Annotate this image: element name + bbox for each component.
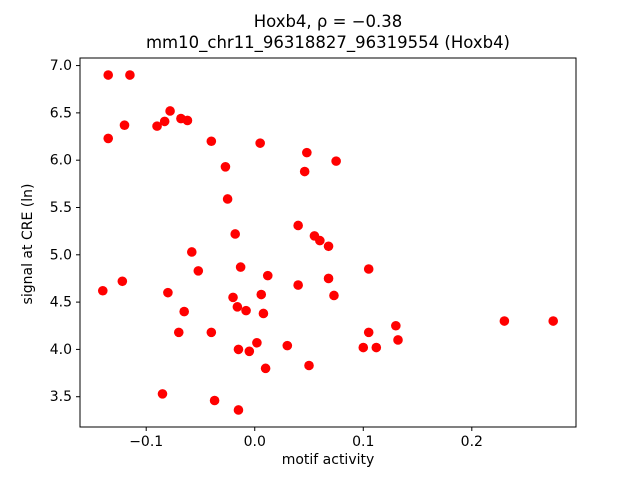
data-point	[331, 156, 341, 166]
data-point	[282, 340, 293, 351]
data-point	[358, 342, 369, 353]
data-point	[125, 70, 135, 80]
data-point	[548, 316, 559, 326]
data-point	[103, 70, 114, 80]
data-point	[262, 270, 273, 281]
data-point	[393, 335, 403, 345]
data-point	[230, 229, 241, 239]
x-tick-label: −0.1	[129, 434, 163, 450]
data-point	[293, 280, 303, 290]
data-point	[235, 262, 246, 272]
data-point	[304, 360, 314, 371]
x-tick-label: 0.1	[352, 434, 374, 450]
data-point	[152, 121, 162, 131]
data-point	[103, 133, 114, 144]
data-point	[256, 289, 267, 300]
data-point	[179, 306, 189, 317]
y-tick-label: 3.5	[50, 389, 72, 405]
data-point	[302, 147, 312, 158]
x-tick-label: 0.2	[461, 434, 483, 450]
y-tick-label: 5.5	[50, 200, 72, 216]
y-tick-label: 4.0	[50, 342, 72, 358]
data-point	[323, 273, 334, 284]
data-point	[193, 266, 204, 276]
data-point	[252, 337, 262, 348]
data-point	[117, 276, 128, 287]
data-point	[97, 285, 108, 296]
chart-title: Hoxb4, ρ = −0.38	[253, 12, 403, 31]
data-point	[232, 302, 243, 312]
data-point	[159, 116, 170, 127]
data-point	[186, 247, 197, 257]
data-point	[222, 194, 233, 204]
data-point	[233, 344, 244, 355]
data-point	[293, 220, 303, 231]
chart-subtitle: mm10_chr11_96318827_96319554 (Hoxb4)	[145, 33, 510, 52]
data-point	[363, 327, 374, 338]
data-point	[173, 327, 184, 338]
data-point	[258, 308, 269, 319]
data-point	[233, 405, 244, 415]
y-axis-label: signal at CRE (ln)	[20, 183, 36, 305]
chart-title-block: Hoxb4, ρ = −0.38 mm10_chr11_96318827_963…	[80, 11, 576, 53]
data-point	[206, 136, 217, 147]
data-point	[329, 290, 339, 301]
data-point	[119, 120, 130, 130]
data-point	[209, 395, 220, 406]
data-point	[299, 166, 310, 177]
data-point	[244, 346, 255, 357]
data-point	[182, 115, 193, 126]
data-point	[363, 264, 374, 274]
data-point	[371, 342, 382, 353]
data-point	[228, 292, 238, 303]
data-point	[220, 162, 231, 172]
data-point	[163, 287, 173, 298]
y-tick-label: 4.5	[50, 295, 72, 311]
x-axis-label: motif activity	[281, 452, 375, 468]
data-point	[157, 389, 168, 399]
data-point	[165, 106, 175, 116]
data-point	[241, 305, 251, 316]
y-tick-label: 7.0	[50, 58, 72, 74]
data-point	[255, 138, 265, 148]
x-tick-label: 0.0	[244, 434, 266, 450]
y-tick-label: 5.0	[50, 247, 72, 263]
plot-frame	[79, 57, 577, 428]
data-point	[206, 327, 217, 338]
data-point	[391, 320, 401, 331]
data-point	[315, 235, 325, 246]
y-tick-label: 6.5	[50, 105, 72, 121]
data-point	[499, 316, 510, 326]
data-point	[260, 363, 271, 374]
data-point	[323, 241, 334, 252]
y-tick-label: 6.0	[50, 153, 72, 169]
